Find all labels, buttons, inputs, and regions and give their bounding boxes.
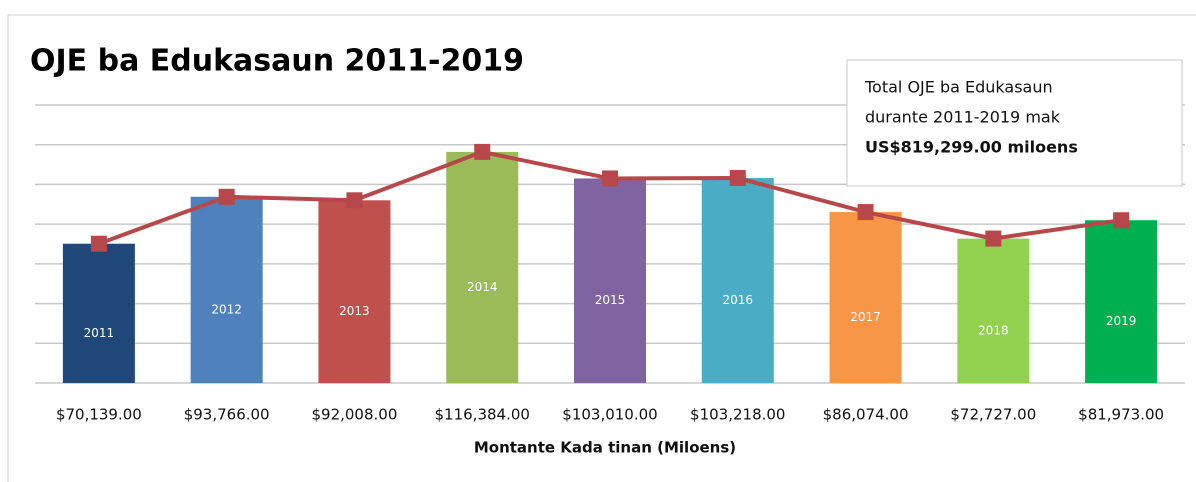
bar <box>446 151 519 383</box>
x-tick-label: $70,139.00 <box>56 406 142 424</box>
bar-year-label: 2016 <box>723 293 754 307</box>
x-tick-label: $103,010.00 <box>562 406 657 424</box>
bar <box>190 196 263 383</box>
bar-year-label: 2018 <box>978 323 1009 337</box>
x-tick-label: $72,727.00 <box>950 406 1036 424</box>
line-marker <box>857 204 874 221</box>
annotation-text: Total OJE ba Edukasaun <box>864 78 1053 97</box>
line-marker <box>729 170 746 187</box>
x-tick-label: $116,384.00 <box>435 406 530 424</box>
line-marker <box>985 230 1002 247</box>
line-marker <box>474 143 491 160</box>
bar-year-label: 2014 <box>467 280 498 294</box>
x-tick-label: $92,008.00 <box>311 406 397 424</box>
chart-title: OJE ba Edukasaun 2011-2019 <box>30 44 524 79</box>
annotation-box <box>846 59 1183 187</box>
bar-year-label: 2015 <box>595 293 626 307</box>
bar <box>701 178 774 383</box>
x-tick-label: $103,218.00 <box>690 406 785 424</box>
x-tick-label: $81,973.00 <box>1078 406 1164 424</box>
bar-year-label: 2017 <box>850 310 881 324</box>
bar <box>829 212 902 383</box>
bar <box>318 200 391 383</box>
x-tick-label: $86,074.00 <box>823 406 909 424</box>
annotation-text: durante 2011-2019 mak <box>865 108 1061 127</box>
x-tick-label: $93,766.00 <box>184 406 270 424</box>
bar-year-label: 2011 <box>84 326 115 340</box>
annotation-text: US$819,299.00 miloens <box>865 138 1078 157</box>
bar-year-label: 2013 <box>339 304 370 318</box>
bar <box>62 243 135 383</box>
bar <box>1085 220 1158 383</box>
line-marker <box>602 170 618 187</box>
line-marker <box>90 235 107 252</box>
bar <box>957 238 1030 383</box>
line-marker <box>346 192 363 209</box>
bar-year-label: 2012 <box>211 302 242 316</box>
line-marker <box>218 188 235 205</box>
bar <box>574 178 646 383</box>
x-axis-label: Montante Kada tinan (Miloens) <box>474 439 736 457</box>
bar-year-label: 2019 <box>1106 314 1137 328</box>
line-marker <box>1113 212 1130 229</box>
